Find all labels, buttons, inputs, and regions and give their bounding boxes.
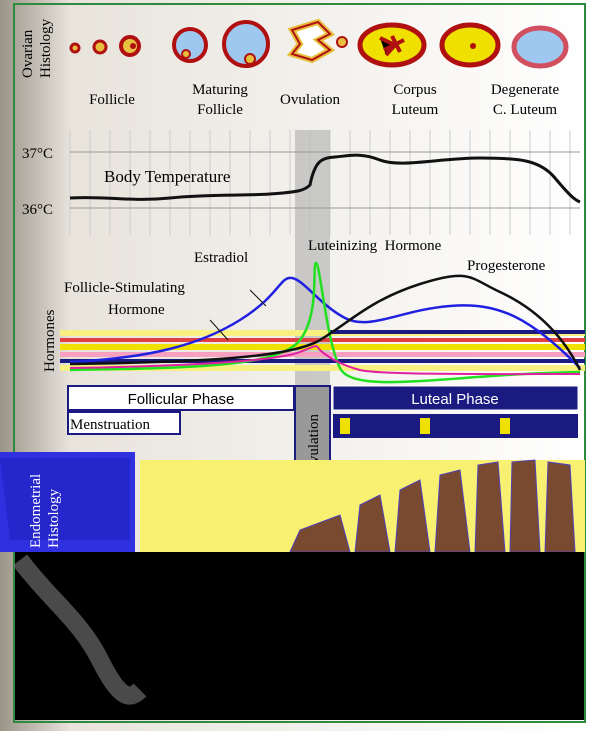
stage-label: Corpus xyxy=(393,82,437,98)
hormone-label: Progesterone xyxy=(467,258,546,274)
endometrial-title: Endometrial xyxy=(28,474,44,548)
stage-label: C. Luteum xyxy=(493,102,557,118)
luteal-blocks xyxy=(333,414,578,438)
hormone-label: Estradiol xyxy=(194,250,248,266)
diagram: Ovarian Histology Follicle Maturing Foll… xyxy=(0,0,589,731)
temp-label: 37°C xyxy=(22,146,53,162)
ovarian-title: Histology xyxy=(38,18,54,78)
temp-title: Body Temperature xyxy=(104,167,230,186)
black-area xyxy=(15,552,584,720)
phase-label: Luteal Phase xyxy=(411,391,499,408)
phase-label: Follicular Phase xyxy=(128,391,235,408)
hormone-label: Hormone xyxy=(108,302,165,318)
hormones-title: Hormones xyxy=(42,309,58,372)
ovarian-title: Ovarian xyxy=(20,29,36,78)
hormone-label: Follicle-Stimulating xyxy=(64,280,185,296)
stage-label: Luteum xyxy=(392,102,439,118)
endometrium-region xyxy=(0,458,130,540)
stage-label: Ovulation xyxy=(280,92,340,108)
temp-label: 36°C xyxy=(22,202,53,218)
page: {"ovarian": {"title": ["Ovarian", "Histo… xyxy=(0,0,589,731)
stage-label: Follicle xyxy=(197,102,243,118)
stage-label: Degenerate xyxy=(491,82,560,98)
hormone-label: Luteinizing Hormone xyxy=(308,238,442,254)
phase-label: Menstruation xyxy=(70,417,150,433)
stage-label: Follicle xyxy=(89,92,135,108)
endometrial-title: Histology xyxy=(46,488,62,548)
stage-label: Maturing xyxy=(192,82,248,98)
